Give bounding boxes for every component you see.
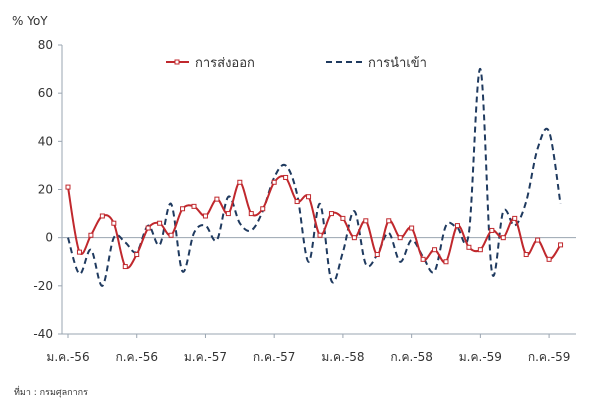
series-point-exports — [500, 235, 506, 241]
series-point-exports — [180, 206, 186, 212]
series-layer — [65, 68, 564, 287]
series-point-exports — [351, 235, 357, 241]
series-point-exports — [523, 252, 529, 258]
series-line-imports — [67, 68, 562, 287]
series-point-exports — [466, 244, 472, 250]
y-tick-label: 20 — [38, 183, 53, 197]
series-point-exports — [420, 256, 426, 262]
series-point-exports — [111, 220, 117, 226]
series-point-exports — [191, 203, 197, 209]
series-point-exports — [306, 194, 312, 200]
series-point-exports — [409, 225, 415, 231]
x-tick-label: ก.ค.-57 — [253, 350, 296, 364]
y-unit-label: % YoY — [12, 14, 48, 28]
x-tick-label: ก.ค.-56 — [115, 350, 158, 364]
y-tick-label: -40 — [33, 327, 53, 341]
series-point-exports — [363, 218, 369, 224]
series-point-exports — [134, 252, 140, 258]
legend-label-exports: การส่งออก — [195, 56, 255, 71]
series-point-exports — [386, 218, 392, 224]
series-point-exports — [65, 184, 71, 190]
x-axis-ticks: ม.ค.-56 ก.ค.-56 ม.ค.-57 ก.ค.-57 ม.ค.-58 ก.ค.-… — [46, 333, 576, 364]
source-note: ที่มา : กรมศุลกากร — [14, 385, 88, 398]
series-point-exports — [432, 247, 438, 253]
series-point-exports — [340, 215, 346, 221]
y-tick-label: -20 — [33, 279, 53, 293]
legend-marker-exports — [174, 59, 180, 65]
series-point-exports — [168, 232, 174, 238]
legend-item-imports: การนำเข้า — [326, 56, 427, 71]
y-tick-label: 0 — [45, 231, 53, 245]
legend: การส่งออก การนำเข้า — [166, 56, 427, 71]
legend-item-exports: การส่งออก — [166, 56, 255, 71]
series-point-exports — [214, 196, 220, 202]
series-point-exports — [260, 206, 266, 212]
series-point-exports — [317, 232, 323, 238]
series-point-exports — [145, 225, 151, 231]
series-point-exports — [558, 242, 564, 248]
series-point-exports — [489, 227, 495, 233]
series-point-exports — [271, 179, 277, 185]
series-point-exports — [202, 213, 208, 219]
y-tick-label: 40 — [38, 134, 53, 148]
x-tick-label: ก.ค.-58 — [390, 350, 433, 364]
series-point-exports — [512, 215, 518, 221]
series-point-exports — [535, 237, 541, 243]
series-point-exports — [546, 256, 552, 262]
x-tick-label: ก.ค.-59 — [528, 350, 571, 364]
series-point-exports — [225, 211, 231, 217]
series-point-exports — [157, 220, 163, 226]
y-axis-ticks: -40 -20 0 20 40 60 80 — [33, 38, 62, 341]
y-tick-label: 60 — [38, 86, 53, 100]
series-point-exports — [283, 174, 289, 180]
series-point-exports — [454, 223, 460, 229]
series-point-exports — [122, 264, 128, 270]
series-point-exports — [248, 211, 254, 217]
series-point-exports — [88, 232, 94, 238]
x-tick-label: ม.ค.-56 — [46, 350, 89, 364]
series-point-exports — [294, 199, 300, 205]
y-tick-label: 80 — [38, 38, 53, 52]
series-point-exports — [76, 249, 82, 255]
series-point-exports — [374, 252, 380, 258]
series-point-exports — [237, 179, 243, 185]
series-point-exports — [397, 235, 403, 241]
x-tick-label: ม.ค.-57 — [184, 350, 227, 364]
series-point-exports — [477, 247, 483, 253]
x-tick-label: ม.ค.-58 — [321, 350, 364, 364]
x-tick-label: ม.ค.-59 — [459, 350, 502, 364]
series-point-exports — [99, 213, 105, 219]
legend-label-imports: การนำเข้า — [368, 56, 427, 71]
series-point-exports — [443, 259, 449, 265]
series-point-exports — [328, 211, 334, 217]
